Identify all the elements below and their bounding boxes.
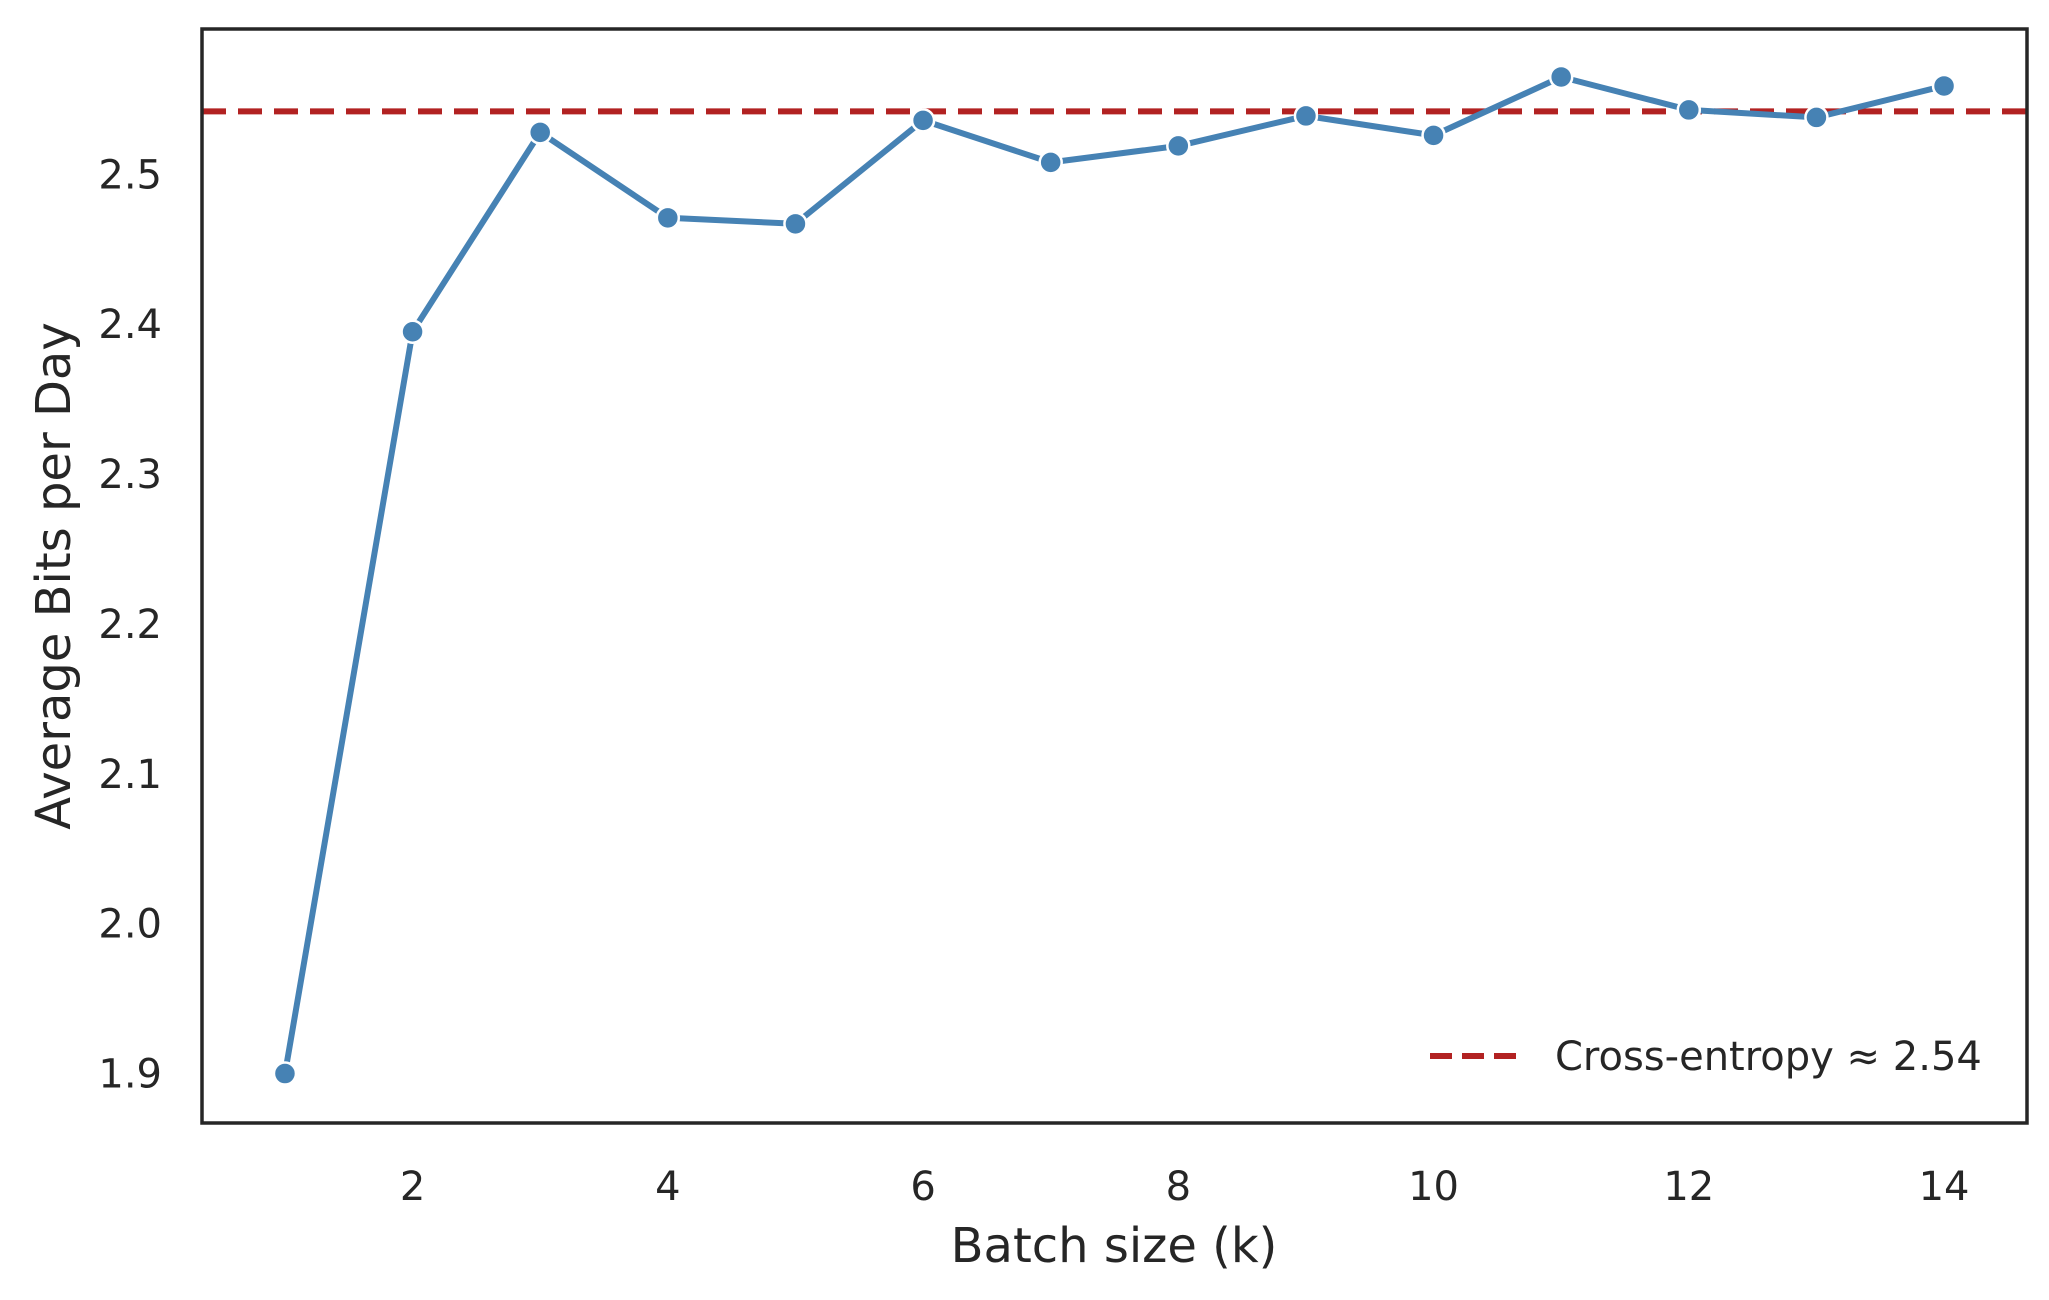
x-axis-title: Batch size (k): [951, 1218, 1278, 1274]
data-point: [1421, 123, 1446, 148]
y-axis-title: Average Bits per Day: [26, 322, 82, 830]
data-point: [1166, 133, 1191, 159]
plot-frame: [200, 27, 2029, 1125]
y-tick-label: 2.5: [98, 152, 162, 198]
y-tick-label: 2.2: [98, 602, 162, 648]
series-line-0: [282, 74, 1947, 1077]
x-tick-label: 6: [910, 1164, 935, 1210]
y-tick-label: 2.4: [98, 302, 162, 348]
y-tick-label: 1.9: [98, 1052, 162, 1098]
data-point: [1676, 97, 1702, 123]
data-point: [272, 1061, 298, 1086]
data-point: [400, 319, 425, 344]
data-point: [527, 120, 553, 145]
y-tick-label: 2.3: [98, 452, 162, 498]
x-tick-label: 4: [655, 1164, 680, 1210]
y-tick-label: 2.0: [98, 902, 162, 948]
legend: Cross-entropy ≈ 2.54: [1430, 1034, 1982, 1080]
y-axis-ticks: 1.9 2.0 2.1 2.2 2.3 2.4 2.5: [98, 152, 162, 1097]
x-tick-label: 12: [1663, 1164, 1714, 1210]
x-axis-ticks: 2 4 6 8 10 12 14: [400, 1164, 1970, 1210]
x-tick-label: 8: [1166, 1164, 1191, 1210]
y-tick-label: 2.1: [98, 752, 162, 798]
data-point: [1293, 103, 1319, 129]
data-point: [783, 211, 808, 237]
x-tick-label: 2: [400, 1164, 425, 1210]
x-tick-label: 10: [1408, 1164, 1459, 1210]
data-point: [1548, 64, 1574, 90]
data-point: [655, 205, 681, 231]
data-point: [1038, 150, 1063, 175]
data-point: [1931, 73, 1957, 99]
legend-label-cross-entropy: Cross-entropy ≈ 2.54: [1555, 1034, 1982, 1080]
data-point: [910, 108, 936, 133]
x-tick-label: 14: [1919, 1164, 1970, 1210]
series-layer: [272, 64, 1957, 1086]
data-point: [1804, 105, 1829, 130]
